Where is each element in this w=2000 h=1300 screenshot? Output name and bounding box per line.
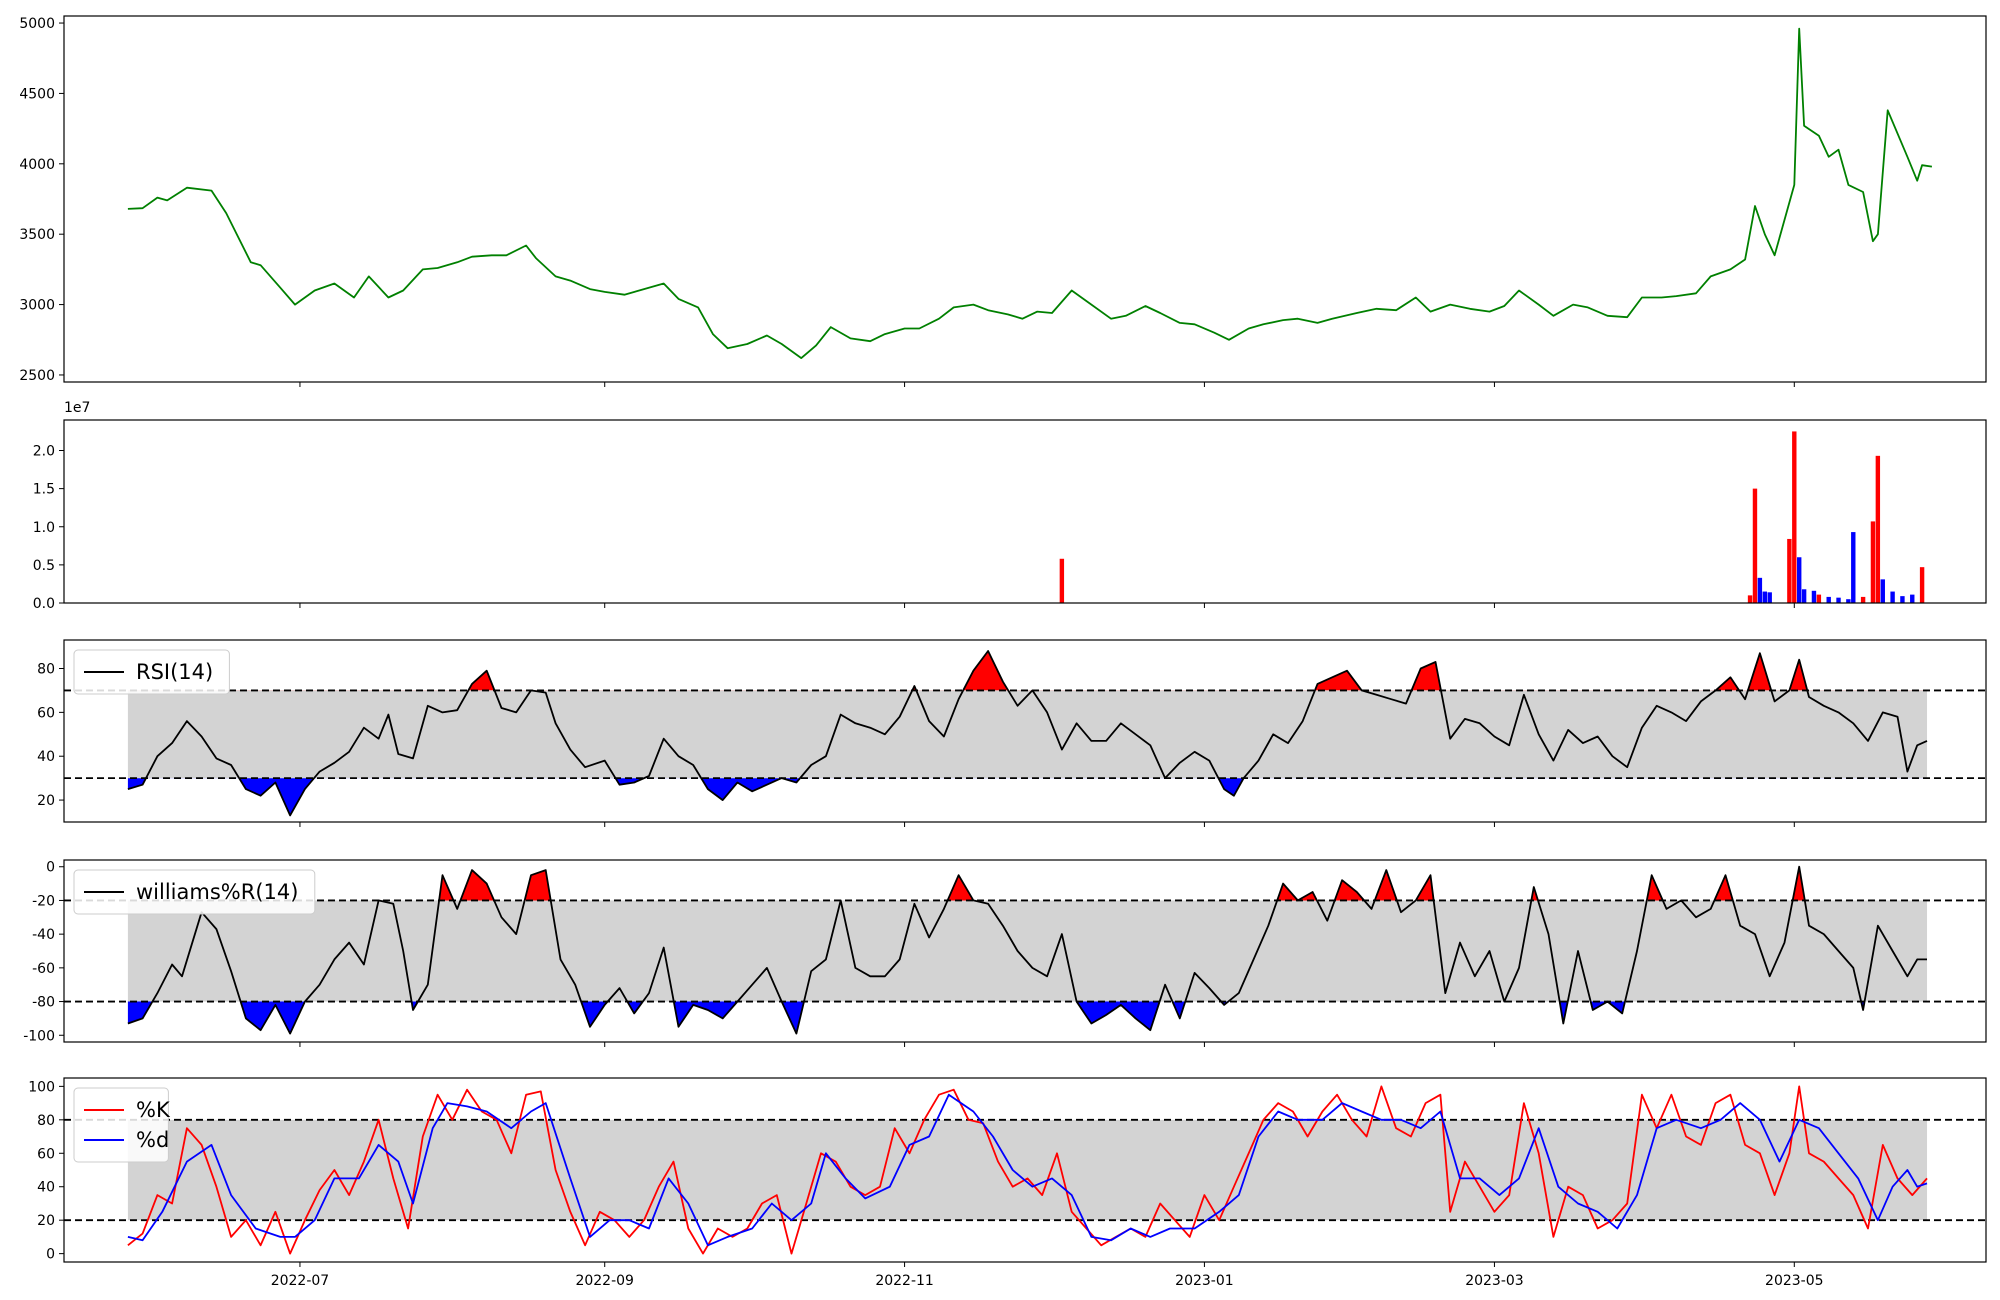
volume-bar <box>1870 521 1876 603</box>
legend-box <box>73 1087 169 1163</box>
y-tick-label: 20 <box>37 793 55 809</box>
y-tick-label: -60 <box>32 961 55 977</box>
williams-panel: 0 -20 -40 -60 -80 -100 williams%R(14) <box>23 859 1987 1047</box>
price-panel: 2500 3000 3500 4000 4500 5000 <box>19 15 1987 387</box>
legend-label: %K <box>136 1098 171 1122</box>
rsi-panel: 20 40 60 80 RSI(14) <box>37 639 1987 827</box>
volume-bar <box>1875 455 1881 603</box>
y-tick-label: 2.0 <box>33 444 55 460</box>
legend-box <box>73 649 230 695</box>
y-tick-label: 1.0 <box>33 520 55 536</box>
x-tick-label: 2022-11 <box>875 1273 934 1289</box>
stochastic-panel: 0 20 40 60 80 100 2022-07 2022-09 2022-11 2023-01… <box>28 1077 1987 1289</box>
volume-bar <box>1797 557 1802 603</box>
volume-plot-area <box>1059 431 1925 603</box>
stochastic-d-line <box>127 1093 1928 1247</box>
stochastic-legend: %K %d <box>73 1087 171 1163</box>
y-tick-label: 60 <box>37 705 55 721</box>
volume-bar <box>1757 577 1763 603</box>
x-tick-label: 2023-03 <box>1465 1273 1524 1289</box>
williams-frame <box>63 859 1987 1043</box>
volume-bar <box>1801 589 1807 603</box>
y-tick-label: 40 <box>37 749 55 765</box>
y-tick-label: 1.5 <box>33 482 55 498</box>
price-plot-area <box>127 27 1933 359</box>
y-tick-label: 80 <box>37 662 55 678</box>
y-tick-label: 0 <box>46 860 55 876</box>
y-tick-label: 60 <box>37 1146 55 1162</box>
y-tick-label: -100 <box>23 1028 55 1044</box>
x-tick-label: 2023-05 <box>1765 1273 1824 1289</box>
volume-panel: 0.0 0.5 1.0 1.5 2.0 1e7 <box>33 400 1987 612</box>
price-close-line <box>127 27 1933 359</box>
y-tick-label: 2500 <box>19 368 55 384</box>
volume-bar <box>1919 567 1925 603</box>
williams-band <box>127 900 1928 1002</box>
volume-bar <box>1836 597 1841 603</box>
volume-bar <box>1792 431 1797 603</box>
y-tick-label: 40 <box>37 1180 55 1196</box>
volume-frame <box>63 419 1987 604</box>
rsi-rsi-line <box>127 650 1928 817</box>
volume-bar <box>1890 591 1895 603</box>
price-frame <box>63 15 1987 383</box>
y-tick-label: 0 <box>46 1247 55 1263</box>
y-tick-label: -80 <box>32 995 55 1011</box>
legend-box <box>73 869 316 915</box>
legend-label: %d <box>136 1128 169 1152</box>
y-tick-label: 3000 <box>19 298 55 314</box>
volume-bar <box>1880 579 1885 603</box>
y-tick-label: 100 <box>28 1079 55 1095</box>
x-tick-label: 2022-09 <box>575 1273 634 1289</box>
volume-bar <box>1059 558 1065 603</box>
volume-bar <box>1910 594 1915 603</box>
volume-bar <box>1851 532 1856 603</box>
volume-bar <box>1767 592 1772 603</box>
x-tick-label: 2023-01 <box>1175 1273 1234 1289</box>
x-tick-label: 2022-07 <box>271 1273 330 1289</box>
rsi-legend: RSI(14) <box>73 649 230 695</box>
stochastic-k-line <box>127 1085 1928 1255</box>
y-tick-label: 3500 <box>19 227 55 243</box>
williams-plot-area <box>64 865 1986 1035</box>
williams-wr-line <box>127 865 1927 1035</box>
volume-bar <box>1900 596 1905 603</box>
y-tick-label: -20 <box>32 893 55 909</box>
y-tick-label: 0.0 <box>33 596 55 612</box>
y-tick-label: 4500 <box>19 86 55 102</box>
y-tick-label: 4000 <box>19 157 55 173</box>
volume-bar <box>1762 591 1767 603</box>
y-tick-label: 80 <box>37 1113 55 1129</box>
y-tick-label: 20 <box>37 1213 55 1229</box>
williams-legend: williams%R(14) <box>73 869 316 915</box>
rsi-frame <box>63 639 1987 823</box>
stochastic-plot-area <box>64 1085 1986 1255</box>
rsi-plot-area <box>64 650 1986 817</box>
volume-bar <box>1811 590 1817 603</box>
volume-bar <box>1752 488 1758 603</box>
volume-bar <box>1787 538 1792 603</box>
rsi-band <box>127 690 1928 779</box>
stochastic-band <box>127 1119 1928 1221</box>
volume-bar <box>1816 594 1822 603</box>
legend-label: williams%R(14) <box>136 880 298 904</box>
rsi-oversold-fill <box>127 778 1928 816</box>
legend-label: RSI(14) <box>136 660 213 684</box>
volume-bar <box>1747 595 1753 603</box>
volume-bar <box>1826 596 1831 603</box>
stochastic-frame <box>63 1077 1987 1263</box>
volume-bar <box>1860 596 1866 603</box>
y-tick-label: 5000 <box>19 16 55 32</box>
axis-offset-label: 1e7 <box>64 400 90 416</box>
y-tick-label: 0.5 <box>33 558 55 574</box>
volume-bar <box>1846 599 1851 603</box>
y-tick-label: -40 <box>32 927 55 943</box>
